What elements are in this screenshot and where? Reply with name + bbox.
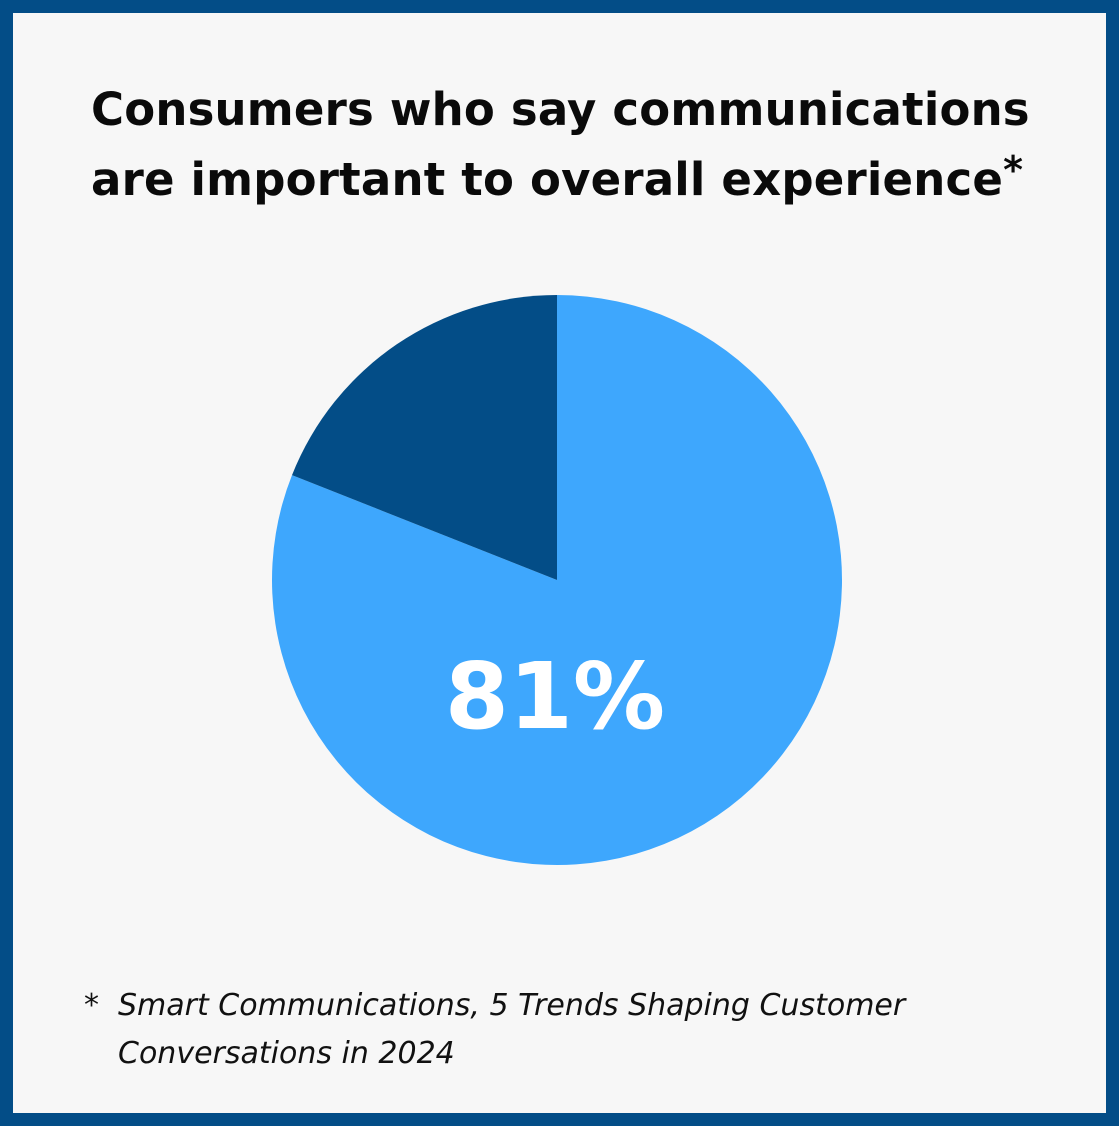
title-footnote-mark: *: [1003, 148, 1024, 192]
pie-slice-remainder: [292, 295, 557, 580]
pie-data-label: 81%: [445, 643, 665, 750]
footnote-mark: *: [84, 988, 99, 1023]
title-line-1: Consumers who say communications: [91, 83, 1030, 136]
source-footnote: * Smart Communications, 5 Trends Shaping…: [84, 982, 984, 1078]
chart-title: Consumers who say communications are imp…: [91, 75, 1051, 215]
footnote-line-1: Smart Communications, 5 Trends Shaping C…: [118, 988, 906, 1023]
footnote-line-2: Conversations in 2024: [118, 1036, 455, 1071]
pie-slice-main: [272, 295, 843, 865]
title-line-2: are important to overall experience: [91, 153, 1004, 206]
